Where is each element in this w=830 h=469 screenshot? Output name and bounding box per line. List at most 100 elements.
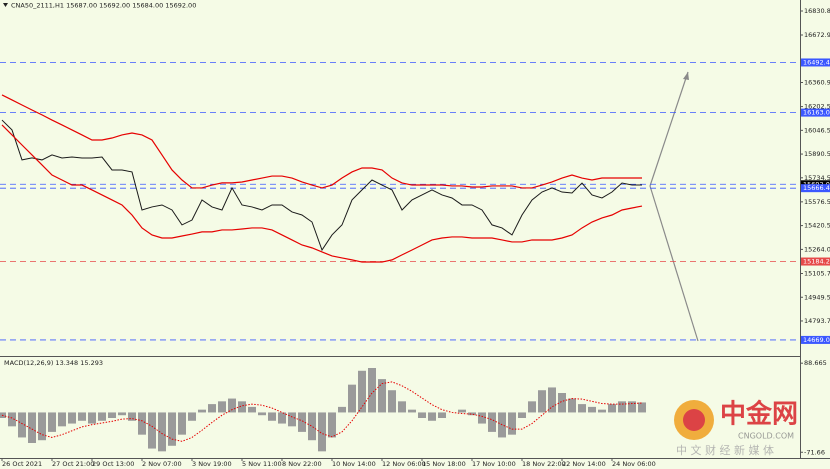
macd-bar bbox=[568, 398, 576, 413]
watermark: 中金网 CNGOLD.COM 中 文 财 经 新 媒 体 bbox=[674, 399, 798, 457]
macd-bar bbox=[48, 412, 56, 432]
projection-up bbox=[649, 71, 689, 187]
level-label: 15666.41 bbox=[803, 184, 830, 192]
brand: 中金网 bbox=[720, 399, 798, 430]
macd-bar bbox=[458, 409, 466, 413]
x-tick-label: 29 Oct 13:00 bbox=[92, 460, 134, 468]
macd-bar bbox=[248, 406, 256, 413]
macd-bar bbox=[578, 404, 586, 413]
macd-bar bbox=[478, 412, 486, 424]
macd-bar bbox=[378, 379, 386, 413]
macd-bar bbox=[428, 412, 436, 421]
macd-bar bbox=[108, 412, 116, 418]
level-box bbox=[801, 108, 830, 117]
y-tick-label: 14793.70 bbox=[804, 317, 830, 325]
band-line bbox=[1, 94, 642, 189]
macd-bar bbox=[38, 412, 46, 441]
band-line bbox=[1, 124, 643, 263]
x-tick-label: 3 Nov 19:00 bbox=[192, 460, 232, 468]
macd-bar bbox=[398, 401, 406, 413]
y-tick-label: 16202.50 bbox=[804, 103, 830, 111]
macd-bar bbox=[488, 412, 496, 432]
macd-bar bbox=[8, 412, 16, 427]
x-tick-label: 17 Nov 10:00 bbox=[472, 460, 516, 468]
macd-bar bbox=[288, 412, 296, 427]
menu-arrow bbox=[3, 3, 8, 7]
site: CNGOLD.COM bbox=[738, 432, 794, 441]
x-tick-label: 5 Nov 11:00 bbox=[242, 460, 282, 468]
level-label: 14669.06 bbox=[803, 336, 830, 344]
macd-bar bbox=[138, 412, 146, 435]
macd-bar bbox=[258, 412, 266, 416]
macd-bar bbox=[178, 412, 186, 435]
macd-bar bbox=[328, 412, 336, 438]
macd-bar bbox=[268, 412, 276, 421]
y-tick-label: 16046.50 bbox=[804, 126, 830, 134]
macd-bar bbox=[588, 406, 596, 413]
level-box bbox=[801, 335, 830, 344]
macd-bar bbox=[618, 401, 626, 413]
macd-bar bbox=[278, 412, 286, 424]
macd-bar bbox=[348, 384, 356, 413]
macd-bar bbox=[88, 412, 96, 424]
macd-bar bbox=[298, 412, 306, 432]
x-tick-label: 22 Nov 14:00 bbox=[562, 460, 606, 468]
x-tick-label: 10 Nov 14:00 bbox=[332, 460, 376, 468]
price-line bbox=[1, 119, 642, 252]
chart-title: CNA50_2111,H1 15687.00 15692.00 15684.00… bbox=[11, 2, 196, 10]
macd-bar bbox=[608, 404, 616, 413]
macd-tick-label: -71.66 bbox=[804, 448, 825, 456]
macd-bar bbox=[118, 412, 126, 416]
macd-bar bbox=[548, 387, 556, 413]
macd-bar bbox=[158, 412, 166, 452]
macd-bar bbox=[558, 393, 566, 413]
level-box bbox=[801, 184, 830, 193]
macd-bar bbox=[18, 412, 26, 438]
y-tick-label: 15264.00 bbox=[804, 245, 830, 253]
macd-bar bbox=[198, 409, 206, 413]
macd-bar bbox=[538, 390, 546, 413]
macd-tick-label: 88.665 bbox=[804, 359, 827, 367]
macd-bar bbox=[638, 402, 646, 413]
macd-bar bbox=[238, 401, 246, 413]
macd-bar bbox=[508, 412, 516, 435]
macd-bar bbox=[208, 404, 216, 413]
x-tick-label: 18 Nov 22:00 bbox=[522, 460, 566, 468]
macd-bar bbox=[148, 412, 156, 449]
y-tick-label: 16830.80 bbox=[804, 7, 830, 15]
macd-bar bbox=[228, 398, 236, 413]
y-tick-label: 15576.50 bbox=[804, 198, 830, 206]
macd-bar bbox=[598, 409, 606, 413]
macd-bar bbox=[168, 412, 176, 446]
macd-bar bbox=[438, 412, 446, 418]
macd-bar bbox=[308, 412, 316, 441]
macd-bar bbox=[188, 412, 196, 421]
macd-bar bbox=[388, 390, 396, 413]
x-tick-label: 26 Oct 2021 bbox=[2, 460, 42, 468]
level-box bbox=[801, 58, 830, 67]
y-tick-label: 16360.90 bbox=[804, 78, 830, 86]
level-label: 16163.00 bbox=[803, 109, 830, 117]
y-tick-label: 15105.70 bbox=[804, 269, 830, 277]
macd-bar bbox=[468, 412, 476, 416]
macd-bar bbox=[418, 412, 426, 418]
macd-bar bbox=[408, 409, 416, 413]
level-box bbox=[801, 257, 830, 266]
macd-bar bbox=[58, 412, 66, 427]
x-tick-label: 24 Nov 06:00 bbox=[612, 460, 656, 468]
macd-label: MACD(12,26,9) 13.348 15.293 bbox=[4, 359, 103, 367]
macd-bar bbox=[318, 412, 326, 452]
y-tick-label: 15734.50 bbox=[804, 174, 830, 182]
x-tick-label: 15 Nov 18:00 bbox=[422, 460, 466, 468]
macd-bar bbox=[628, 401, 636, 413]
macd-bar bbox=[338, 406, 346, 413]
y-tick-label: 15890.50 bbox=[804, 150, 830, 158]
macd-bar bbox=[218, 401, 226, 413]
y-tick-label: 15420.50 bbox=[804, 222, 830, 230]
macd-bar bbox=[98, 412, 106, 421]
projection-down bbox=[649, 185, 699, 342]
macd-bar bbox=[528, 401, 536, 413]
macd-bar bbox=[68, 412, 76, 424]
signal-line bbox=[1, 381, 643, 442]
